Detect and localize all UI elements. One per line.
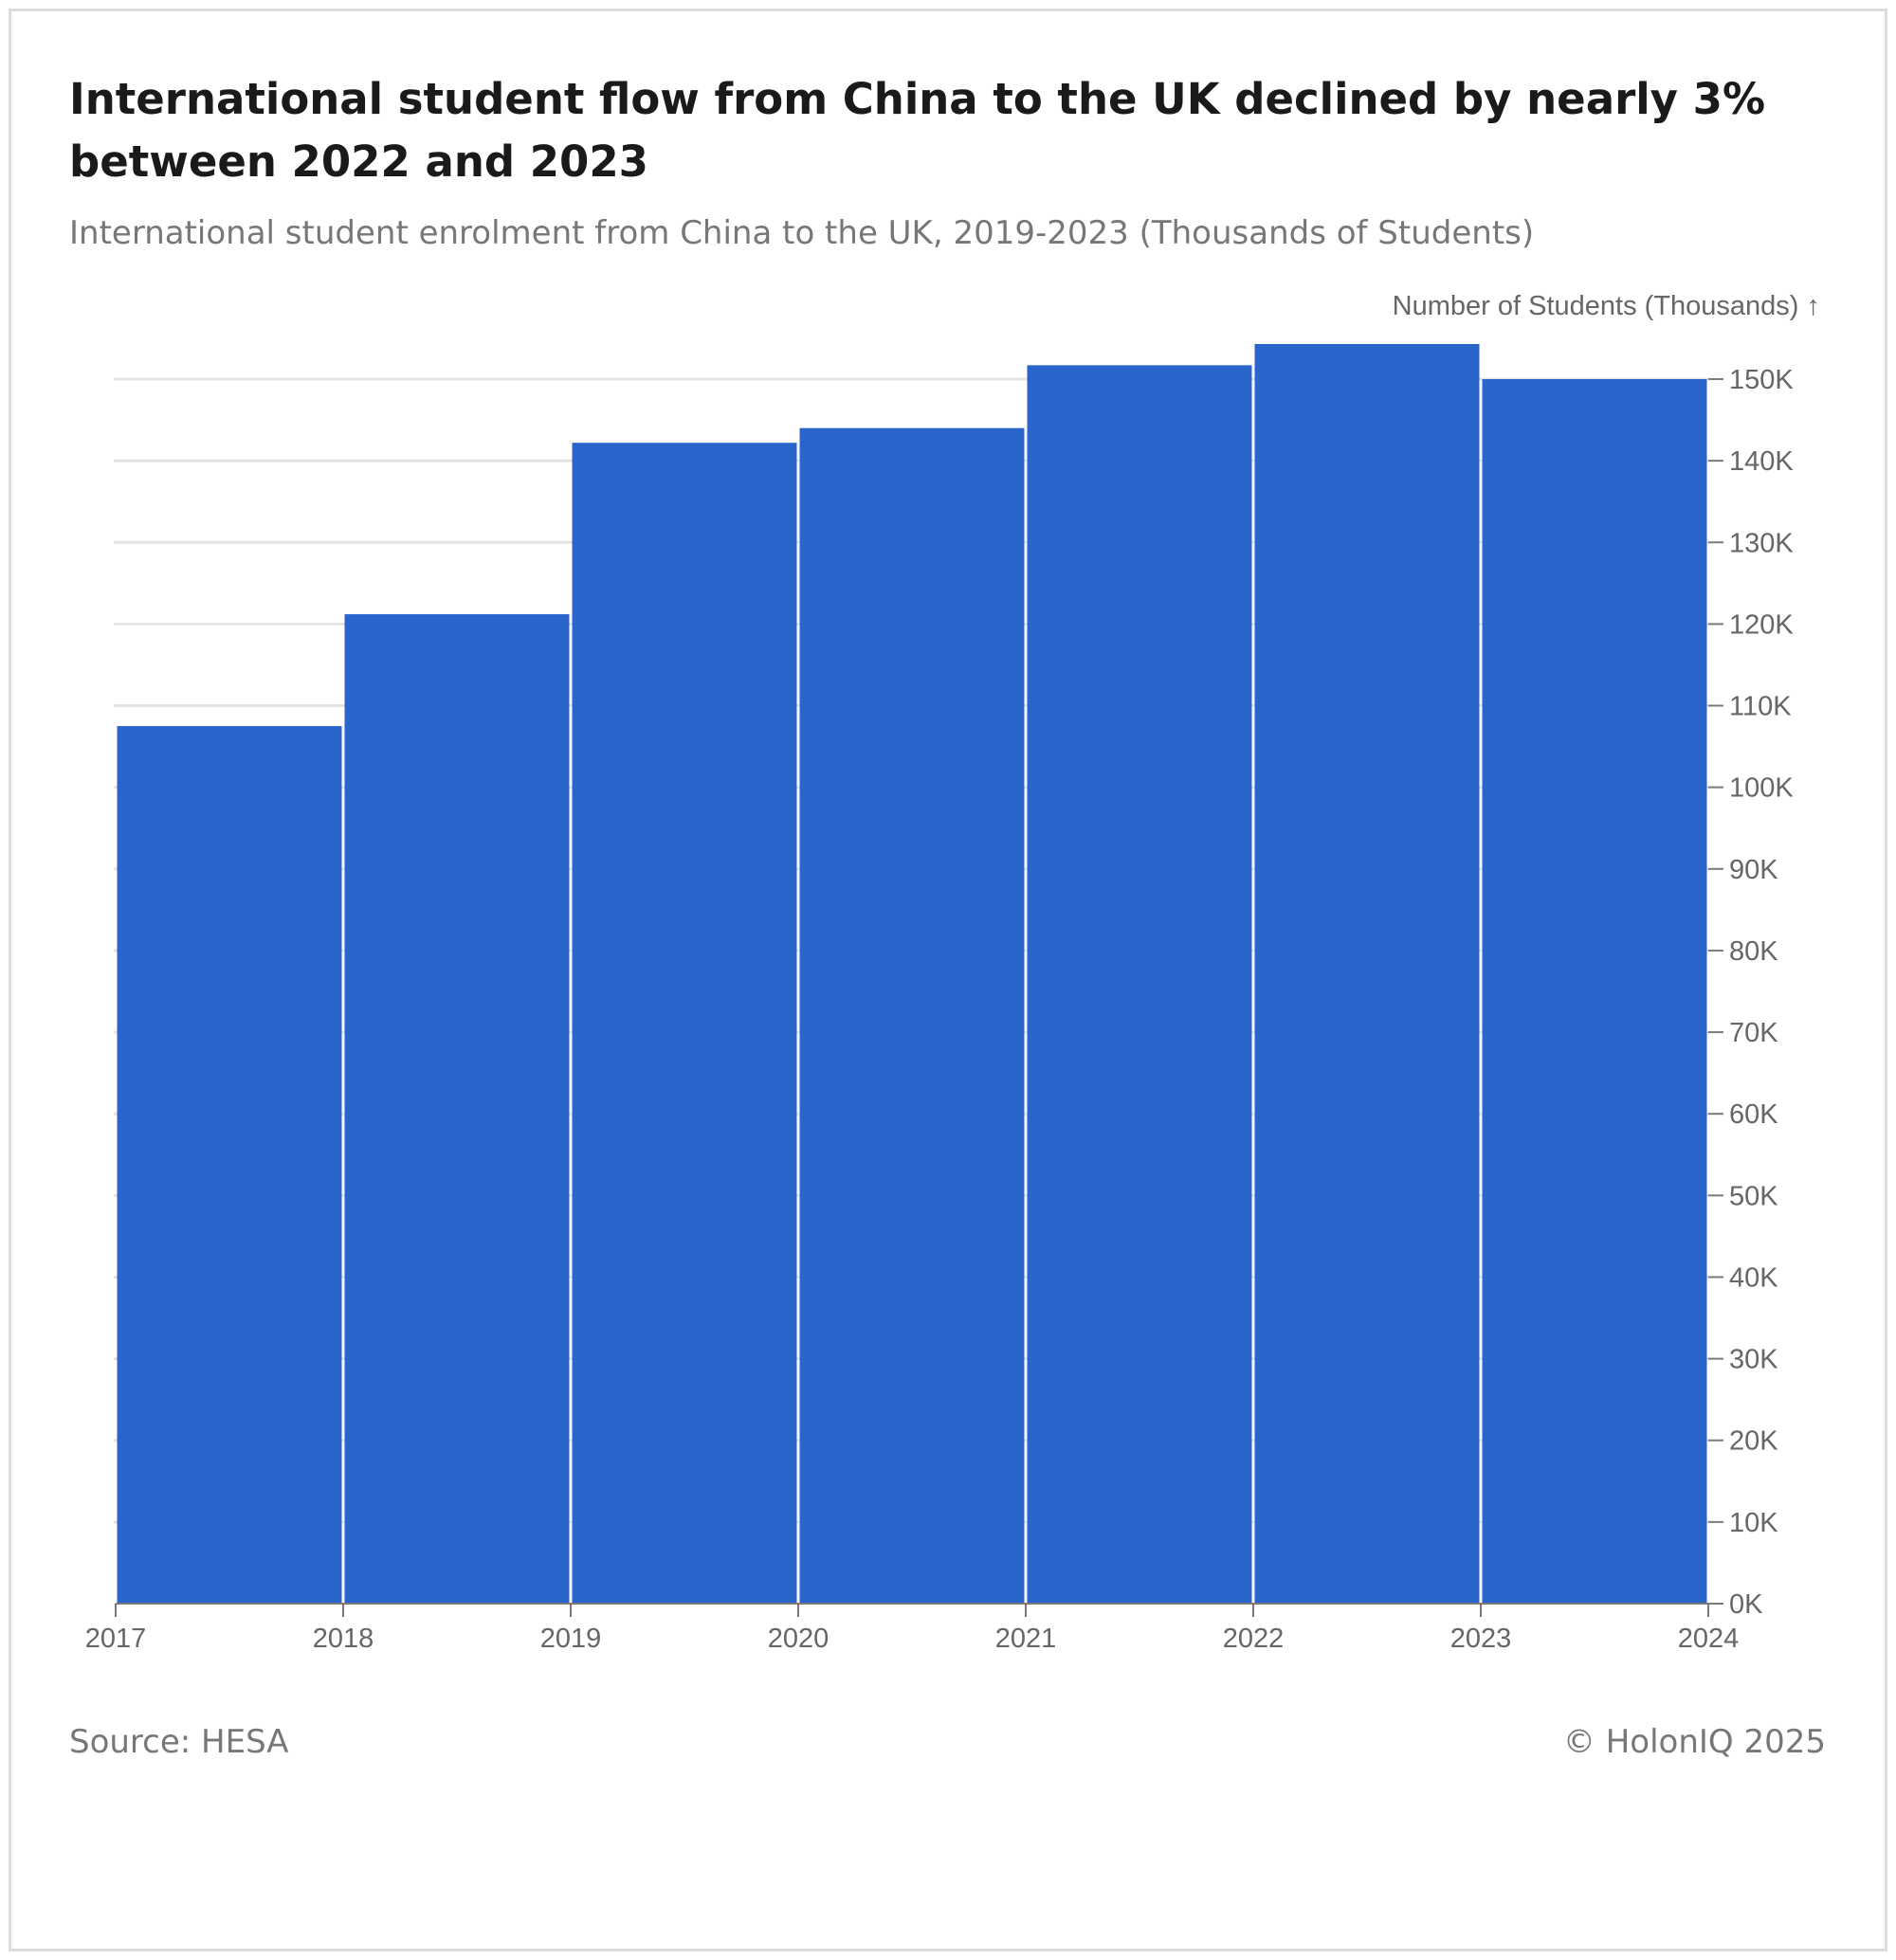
chart-title: International student flow from China to…: [69, 74, 1766, 187]
y-tick-label: 90K: [1729, 855, 1778, 885]
y-tick-label: 30K: [1729, 1345, 1778, 1375]
chart-subtitle: International student enrolment from Chi…: [69, 214, 1535, 252]
y-tick-label: 100K: [1729, 773, 1794, 804]
y-tick-label: 70K: [1729, 1018, 1778, 1048]
y-axis-label: Number of Students (Thousands) ↑: [1393, 291, 1820, 321]
x-tick-label: 2022: [1223, 1624, 1285, 1654]
bar: [344, 614, 570, 1605]
copyright-note: © HolonIQ 2025: [1562, 1723, 1826, 1761]
x-tick-label: 2020: [768, 1624, 830, 1654]
bar: [1482, 379, 1707, 1604]
bar: [799, 427, 1025, 1605]
y-tick-label: 140K: [1729, 446, 1794, 477]
bars: [117, 343, 1707, 1605]
x-tick-label: 2021: [995, 1624, 1057, 1654]
y-tick-label: 20K: [1729, 1426, 1778, 1457]
bar: [572, 443, 797, 1605]
y-tick-label: 80K: [1729, 936, 1778, 967]
y-tick-label: 40K: [1729, 1262, 1778, 1293]
bar: [1027, 365, 1252, 1605]
x-tick-label: 2017: [85, 1624, 147, 1654]
x-tick-label: 2024: [1678, 1624, 1740, 1654]
source-note: Source: HESA: [69, 1723, 289, 1761]
y-tick-label: 130K: [1729, 528, 1794, 558]
axes: 0K 10K 20K 30K 40K 50K 60K 70K 80K 90K 100K 110K 120…: [85, 365, 1795, 1654]
y-tick-label: 150K: [1729, 365, 1794, 395]
y-tick-label: 110K: [1729, 692, 1792, 722]
x-tick-label: 2019: [540, 1624, 602, 1654]
y-tick-label: 50K: [1729, 1181, 1778, 1211]
y-tick-label: 10K: [1729, 1508, 1778, 1538]
y-tick-label: 0K: [1729, 1589, 1763, 1620]
bar: [117, 726, 342, 1604]
bar: [1254, 343, 1480, 1605]
y-tick-label: 120K: [1729, 609, 1794, 640]
y-tick-label: 60K: [1729, 1099, 1778, 1130]
x-tick-label: 2023: [1450, 1624, 1512, 1654]
x-tick-label: 2018: [313, 1624, 374, 1654]
